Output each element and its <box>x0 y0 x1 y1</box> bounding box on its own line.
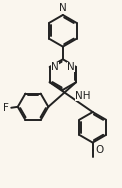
Text: O: O <box>95 145 103 155</box>
Text: N: N <box>59 4 67 14</box>
Text: N: N <box>51 62 59 72</box>
Text: F: F <box>3 103 9 113</box>
Text: N: N <box>67 62 75 72</box>
Text: NH: NH <box>75 91 91 101</box>
